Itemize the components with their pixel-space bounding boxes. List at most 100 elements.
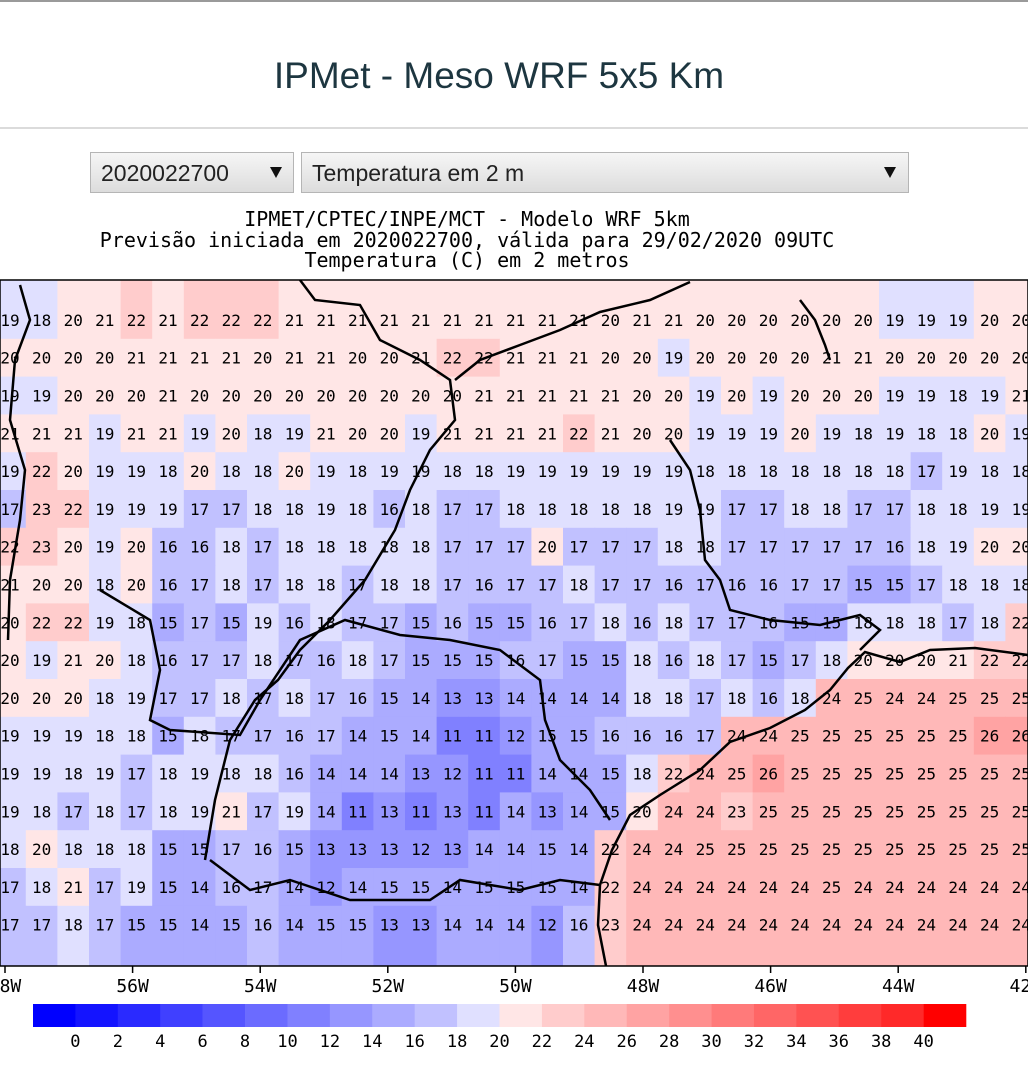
temperature-cell	[499, 905, 532, 966]
variable-select-box[interactable]	[301, 152, 909, 193]
temperature-value: 16	[348, 689, 367, 708]
temperature-cell	[57, 490, 90, 529]
temperature-value: 17	[854, 500, 873, 519]
temperature-value: 18	[64, 916, 83, 935]
temperature-value: 16	[664, 576, 683, 595]
temperature-value: 16	[158, 538, 177, 557]
temperature-value: 19	[948, 311, 967, 330]
variable-select[interactable]: Temperatura em 2 m	[301, 152, 909, 193]
temperature-cell	[278, 414, 311, 453]
temperature-cell	[183, 754, 216, 793]
temperature-cell	[499, 490, 532, 529]
temperature-cell	[531, 452, 564, 491]
temperature-cell	[152, 376, 185, 415]
colorbar-segment	[287, 1004, 331, 1027]
temperature-value: 21	[538, 311, 557, 330]
dropdown-arrow[interactable]	[884, 167, 896, 178]
map-frame	[0, 279, 1028, 967]
temperature-value: 18	[696, 651, 715, 670]
x-tick-label: 44W	[882, 976, 915, 997]
temperature-value: 24	[948, 916, 967, 935]
temperature-value: 18	[158, 802, 177, 821]
temperature-cell	[531, 792, 564, 831]
temperature-value: 19	[948, 462, 967, 481]
temperature-value: 12	[411, 840, 430, 859]
temperature-cell	[721, 792, 754, 831]
colorbar-label: 32	[744, 1032, 764, 1052]
temperature-cell	[436, 641, 469, 680]
temperature-value: 19	[0, 765, 19, 784]
temperature-value: 18	[506, 500, 525, 519]
temperature-cell	[89, 792, 122, 831]
variable-select-value[interactable]: Temperatura em 2 m	[312, 160, 524, 186]
colorbar-label: 36	[829, 1032, 849, 1052]
temperature-value: 14	[380, 765, 399, 784]
temperature-cell	[247, 490, 280, 529]
run-select-value[interactable]: 2020022700	[101, 160, 229, 186]
temperature-cell	[563, 716, 596, 756]
temperature-cell	[183, 905, 216, 966]
temperature-cell	[847, 679, 880, 718]
dropdown-arrow[interactable]	[270, 167, 282, 178]
temperature-value: 21	[64, 651, 83, 670]
temperature-cell	[815, 452, 848, 491]
temperature-cell	[752, 679, 785, 718]
temperature-cell	[847, 280, 880, 340]
temperature-value: 16	[569, 916, 588, 935]
temperature-value: 21	[538, 424, 557, 443]
temperature-value: 17	[885, 500, 904, 519]
temperature-value: 20	[32, 840, 51, 859]
temperature-value: 20	[980, 538, 999, 557]
temperature-value: 18	[95, 689, 114, 708]
temperature-value: 20	[253, 349, 272, 368]
temperature-value: 25	[885, 840, 904, 859]
temperature-cell	[973, 414, 1006, 453]
temperature-cell	[310, 280, 343, 340]
temperature-cell	[120, 414, 153, 453]
temperature-value: 25	[854, 689, 873, 708]
temperature-value: 18	[790, 500, 809, 519]
temperature-cell	[120, 830, 153, 869]
temperature-cell	[784, 754, 817, 793]
colorbar-segment	[669, 1004, 712, 1027]
temperature-value: 23	[32, 500, 51, 519]
temperature-value: 20	[822, 387, 841, 406]
temperature-cell	[373, 754, 406, 793]
temperature-value: 14	[411, 689, 430, 708]
temperature-cell	[942, 414, 975, 453]
temperature-value: 21	[569, 387, 588, 406]
temperature-cell	[89, 679, 122, 718]
temperature-cell	[405, 280, 438, 340]
temperature-value: 20	[632, 424, 651, 443]
temperature-value: 18	[759, 462, 778, 481]
temperature-value: 18	[222, 538, 241, 557]
colorbar-segment	[329, 1004, 373, 1027]
temperature-cell	[152, 280, 185, 340]
temperature-cell	[942, 830, 975, 869]
temperature-value: 14	[601, 689, 620, 708]
temperature-cell	[815, 716, 848, 756]
temperature-value: 18	[95, 727, 114, 746]
temperature-cell	[405, 338, 438, 378]
temperature-cell	[973, 716, 1006, 756]
temperature-value: 15	[506, 613, 525, 632]
temperature-cell	[468, 868, 501, 907]
temperature-value: 20	[854, 311, 873, 330]
temperature-cell	[626, 490, 659, 529]
temperature-cell	[25, 280, 58, 340]
temperature-value: 19	[1012, 500, 1028, 519]
temperature-value: 19	[411, 462, 430, 481]
temperature-value: 20	[854, 651, 873, 670]
run-select-box[interactable]	[90, 152, 294, 193]
run-select[interactable]: 2020022700	[90, 152, 294, 193]
temperature-cell	[247, 603, 280, 642]
temperature-value: 11	[474, 765, 493, 784]
temperature-value: 19	[569, 462, 588, 481]
temperature-value: 21	[506, 387, 525, 406]
temperature-value: 17	[380, 613, 399, 632]
temperature-cell	[215, 338, 248, 378]
temperature-cell	[215, 641, 248, 680]
temperature-value: 19	[917, 387, 936, 406]
temperature-cell	[879, 754, 912, 793]
colorbar-label: 2	[113, 1032, 123, 1052]
